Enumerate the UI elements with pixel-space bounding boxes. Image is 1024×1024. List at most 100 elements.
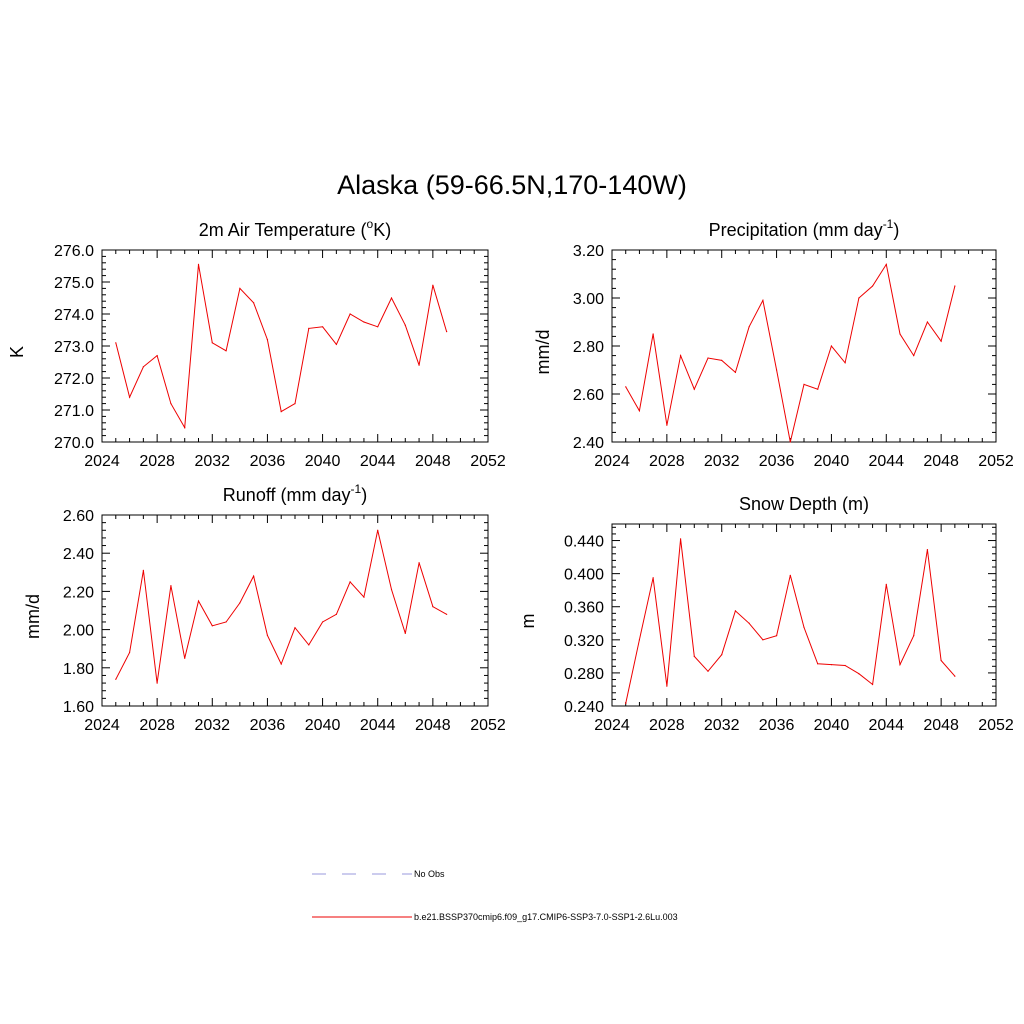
x-tick-label: 2052 — [470, 717, 506, 734]
data-point — [830, 345, 833, 347]
data-point — [239, 602, 241, 604]
chart-panel-3: Runoff (mm day-1) mm/d 2024 2028 2032 2036 204… — [23, 482, 506, 734]
data-point — [266, 339, 269, 341]
x-tick-label: 2044 — [868, 453, 904, 470]
data-point — [803, 383, 805, 385]
y-tick-label: 0.360 — [564, 600, 604, 617]
y-tick-label: 1.80 — [63, 661, 94, 678]
x-tick-label: 2044 — [360, 453, 396, 470]
data-point — [128, 396, 131, 398]
plot-frame — [611, 523, 997, 707]
data-point — [817, 388, 819, 390]
y-axis-label: K — [7, 346, 27, 358]
x-tick-label: 2036 — [250, 717, 286, 734]
y-tick-label: 2.40 — [573, 435, 604, 452]
data-point — [954, 285, 956, 287]
data-point — [280, 663, 282, 665]
data-point — [170, 585, 172, 587]
data-point — [321, 326, 324, 328]
data-point — [225, 350, 227, 352]
data-point — [844, 362, 846, 364]
y-tick-label: 274.0 — [54, 307, 94, 324]
series-line — [625, 263, 956, 443]
y-tick-label: 270.0 — [54, 435, 94, 452]
x-tick-label: 2052 — [978, 453, 1014, 470]
data-point — [858, 673, 860, 675]
chart-panel-4: Snow Depth (m) m 2024 2028 2032 2036 2040 2044 2… — [518, 494, 1014, 734]
data-point — [294, 627, 296, 629]
x-tick-label: 2024 — [84, 717, 120, 734]
x-tick-label: 2052 — [470, 453, 506, 470]
data-point — [446, 613, 448, 615]
data-point — [404, 324, 406, 326]
panel-title-text: Runoff (mm day — [223, 485, 351, 505]
y-tick-label: 0.440 — [564, 534, 604, 551]
panel-title-sup: o — [367, 217, 374, 231]
data-point — [432, 606, 434, 608]
x-tick-label: 2024 — [594, 453, 630, 470]
x-tick-label: 2048 — [415, 453, 451, 470]
data-point — [211, 625, 213, 627]
y-tick-label: 275.0 — [54, 275, 94, 292]
data-point — [294, 403, 296, 405]
data-point — [871, 683, 874, 686]
data-point — [871, 285, 874, 287]
data-point — [184, 657, 186, 659]
plot-frame — [101, 514, 489, 707]
data-point — [156, 682, 158, 684]
data-point — [170, 403, 172, 405]
data-point — [721, 654, 723, 656]
data-point — [679, 355, 682, 357]
data-point — [390, 297, 393, 299]
y-tick-label: 0.320 — [564, 633, 604, 650]
panel-title-sup: -1 — [351, 482, 362, 496]
x-tick-label: 2032 — [704, 717, 740, 734]
y-tick-label: 3.00 — [573, 291, 604, 308]
data-point — [775, 635, 778, 637]
data-point — [652, 333, 654, 335]
y-tick-label: 0.240 — [564, 699, 604, 716]
data-point — [197, 263, 200, 265]
x-tick-label: 2028 — [139, 453, 175, 470]
legend-label: No Obs — [414, 869, 445, 879]
data-point — [734, 371, 737, 373]
data-point — [115, 342, 117, 344]
data-point — [762, 299, 764, 301]
data-point — [404, 632, 406, 635]
data-point — [954, 675, 956, 677]
panel-title-text: Precipitation (mm day — [709, 220, 883, 240]
data-point — [926, 549, 929, 551]
x-tick-label: 2036 — [759, 453, 795, 470]
y-tick-label: 2.40 — [63, 546, 94, 563]
chart-legend: No Obs b.e21.BSSP370cmip6.f09_g17.CMIP6-S… — [312, 869, 678, 922]
y-tick-label: 273.0 — [54, 339, 94, 356]
panel-title-tail: K) — [373, 220, 391, 240]
data-point — [363, 596, 365, 598]
data-point — [748, 622, 750, 624]
panel-title-text: Snow Depth (m) — [739, 494, 869, 514]
y-axis-label: mm/d — [533, 330, 553, 375]
data-point — [666, 685, 668, 687]
data-point — [142, 366, 144, 368]
data-point — [390, 588, 393, 591]
data-point — [926, 321, 929, 323]
data-point — [775, 369, 778, 371]
x-tick-label: 2028 — [649, 453, 685, 470]
y-tick-label: 2.20 — [63, 584, 94, 601]
y-tick-label: 276.0 — [54, 243, 94, 260]
data-point — [844, 664, 846, 667]
data-point — [418, 562, 420, 564]
x-tick-label: 2052 — [978, 717, 1014, 734]
panel-title-tail: ) — [893, 220, 899, 240]
data-point — [940, 659, 942, 662]
data-point — [913, 635, 915, 637]
x-tick-label: 2032 — [194, 717, 230, 734]
data-point — [830, 664, 833, 666]
y-tick-label: 271.0 — [54, 403, 94, 420]
data-point — [748, 326, 750, 328]
data-point — [308, 327, 310, 329]
data-point — [858, 297, 860, 299]
data-point — [625, 702, 627, 705]
x-tick-label: 2040 — [814, 453, 850, 470]
